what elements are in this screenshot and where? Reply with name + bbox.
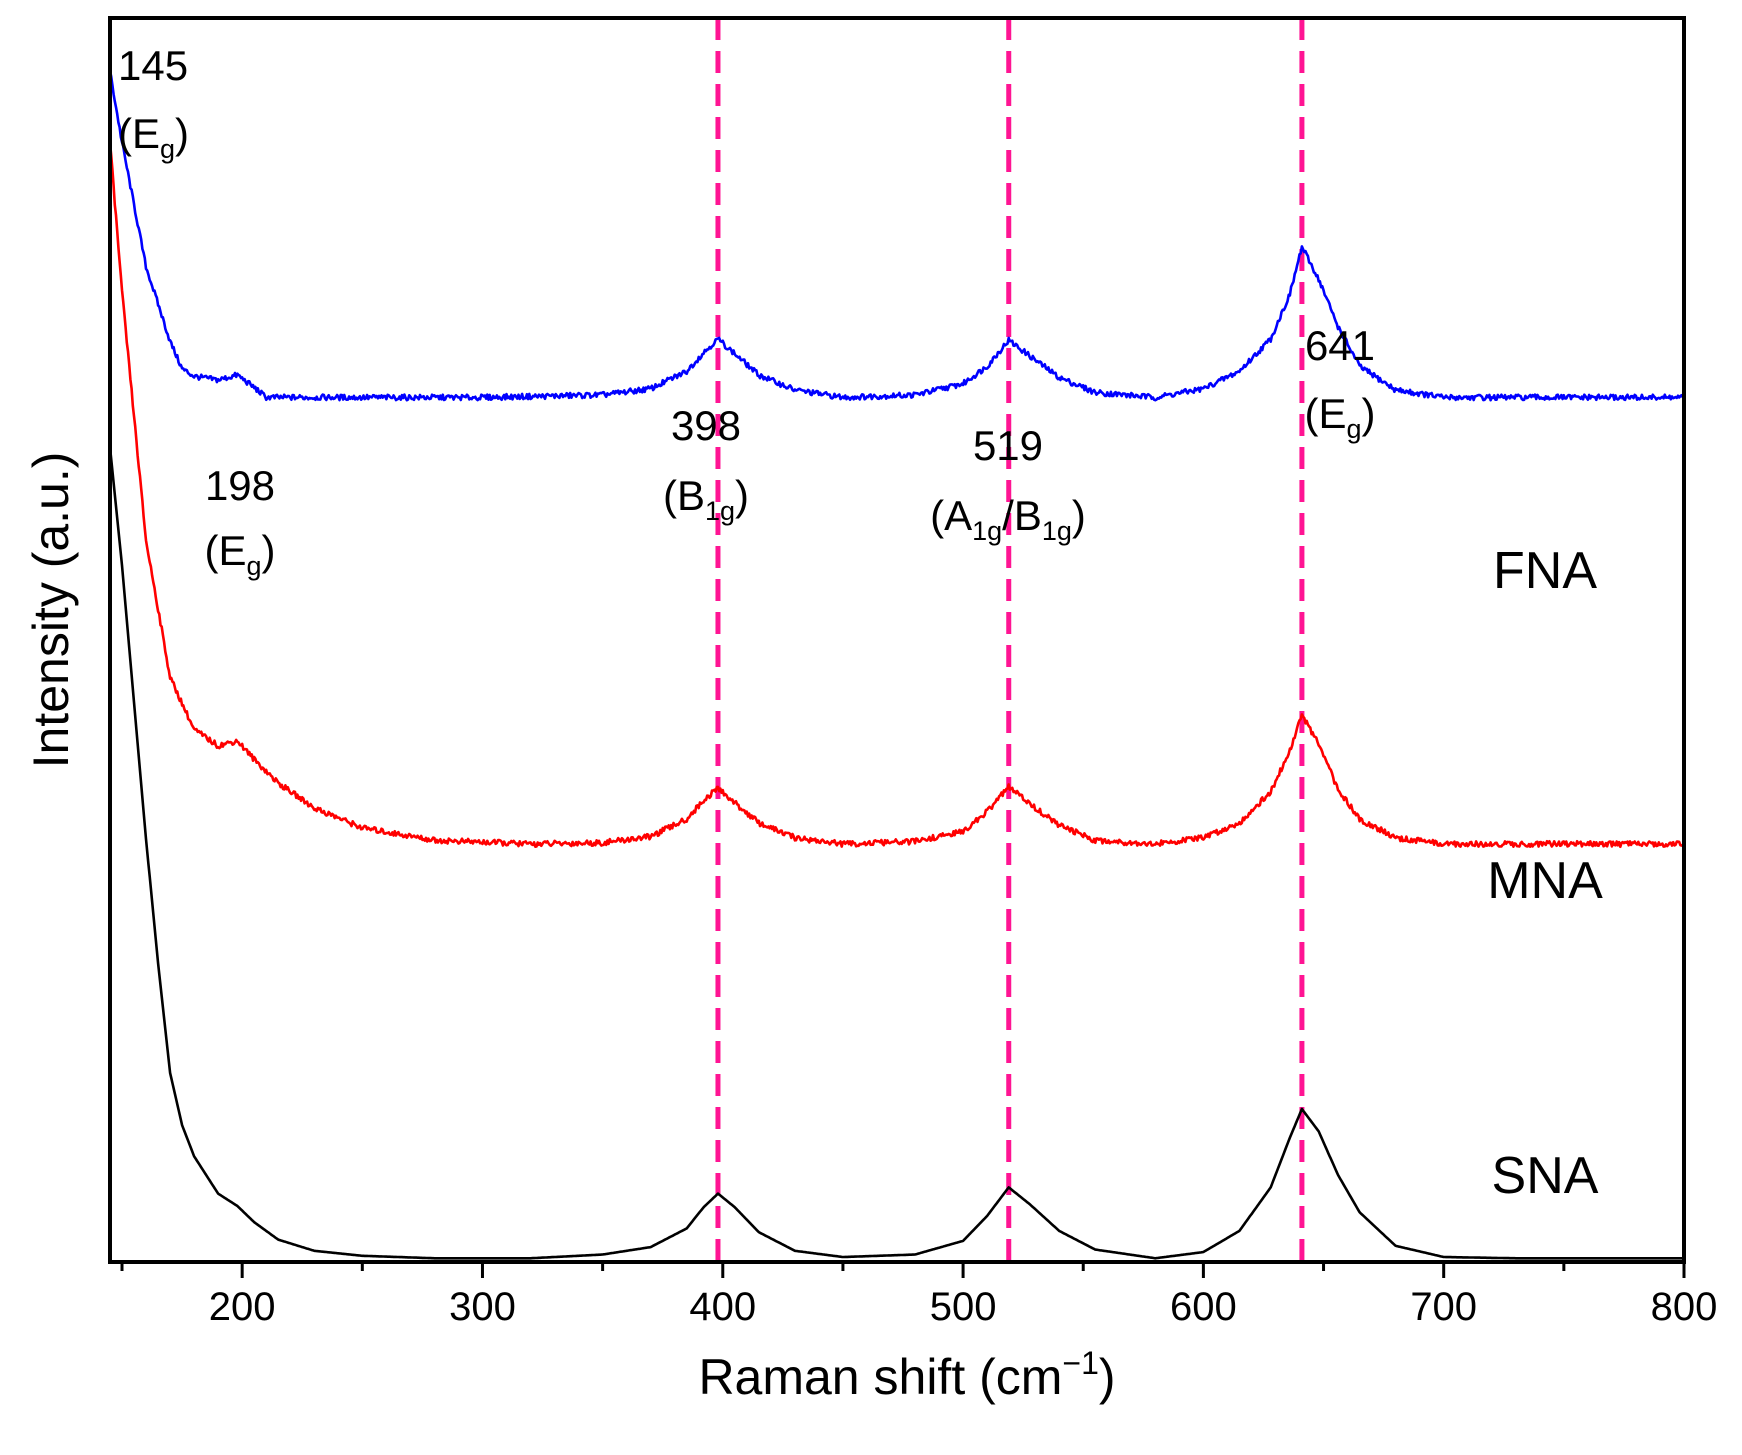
series-line-sna: [108, 447, 1685, 1260]
peak-mode-198: (Eg): [204, 527, 275, 581]
series-layer: [108, 70, 1686, 1260]
series-line-mna: [108, 142, 1685, 849]
plot-frame: [108, 16, 1686, 1264]
x-tick-label: 400: [689, 1285, 756, 1329]
peak-mode-145: (Eg): [118, 110, 189, 164]
series-label-fna: FNA: [1493, 542, 1597, 600]
x-axis-title: Raman shift (cm−1): [698, 1345, 1115, 1405]
x-axis-ticks: 200 300 400 500 600 700 800: [120, 1262, 1718, 1329]
series-label-mna: MNA: [1487, 852, 1603, 910]
series-label-sna: SNA: [1492, 1147, 1599, 1205]
peak-mode-519: (A1g/B1g): [930, 492, 1086, 546]
x-tick-label: 500: [930, 1285, 997, 1329]
reference-lines: [715, 18, 1305, 1262]
x-tick-label: 300: [449, 1285, 516, 1329]
x-tick-label: 600: [1170, 1285, 1237, 1329]
x-tick-label: 800: [1651, 1285, 1718, 1329]
x-tick-label: 200: [209, 1285, 276, 1329]
series-line-fna: [108, 70, 1686, 402]
peak-value-398: 398: [671, 402, 741, 449]
x-tick-label: 700: [1410, 1285, 1477, 1329]
peak-mode-641: (Eg): [1304, 390, 1375, 444]
peak-mode-398: (B1g): [663, 472, 749, 526]
peak-value-519: 519: [973, 422, 1043, 469]
y-axis-title: Intensity (a.u.): [23, 452, 79, 769]
peak-value-145: 145: [118, 42, 188, 89]
peak-annotations: 145 (Eg) 198 (Eg) 398 (B1g) 519 (A1g/B1g) 641 (Eg…: [118, 42, 1376, 581]
peak-value-198: 198: [205, 462, 275, 509]
series-labels: FNA MNA SNA: [1487, 542, 1603, 1205]
peak-value-641: 641: [1305, 322, 1375, 369]
